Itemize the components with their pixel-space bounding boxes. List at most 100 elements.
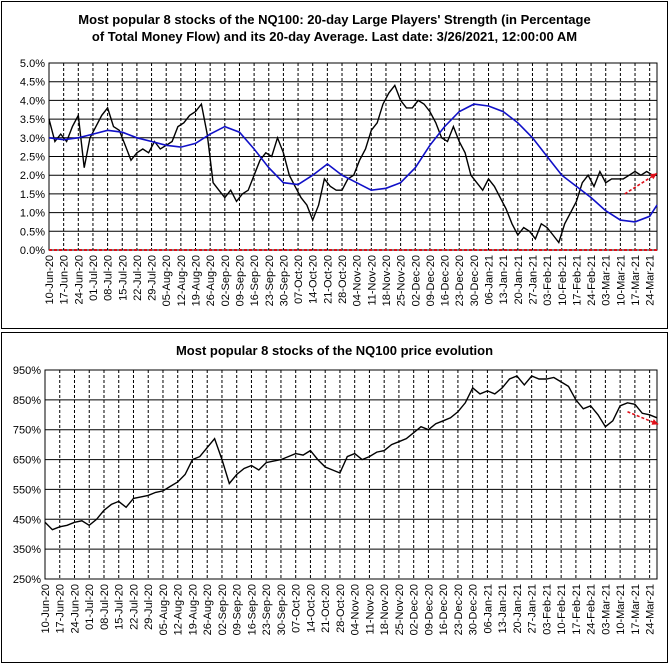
x-tick-label: 13-Jan-21: [498, 255, 510, 305]
x-tick-label: 27-Jan-21: [527, 584, 539, 634]
x-tick-label: 17-Mar-21: [630, 255, 642, 306]
x-tick-label: 17-Jun-20: [59, 255, 71, 305]
x-tick-label: 24-Feb-21: [586, 584, 598, 635]
x-tick-label: 06-Jan-21: [482, 584, 494, 634]
x-tick-label: 02-Sep-20: [220, 255, 232, 306]
x-tick-label: 10-Jun-20: [40, 584, 52, 634]
x-tick-label: 21-Oct-20: [322, 255, 334, 304]
x-tick-label: 23-Sep-20: [264, 255, 276, 306]
x-tick-label: 08-Jul-20: [103, 255, 115, 301]
series-line-0: [48, 84, 657, 244]
y-tick-label: 5.0%: [20, 58, 45, 70]
series-line-1: [48, 103, 658, 223]
trend-arrow-line: [624, 172, 658, 195]
x-tick-label: 07-Oct-20: [291, 584, 303, 633]
y-tick-label: 650%: [13, 455, 41, 467]
x-tick-label: 29-Jul-20: [143, 584, 155, 630]
x-tick-label: 12-Aug-20: [176, 255, 188, 306]
x-tick-label: 16-Sep-20: [249, 255, 261, 306]
x-tick-label: 30-Sep-20: [276, 584, 288, 635]
plot-frame: [48, 62, 658, 251]
y-tick-label: 4.5%: [20, 77, 45, 89]
y-tick-label: 2.0%: [20, 170, 45, 182]
x-tick-label: 30-Sep-20: [278, 255, 290, 306]
x-tick-label: 09-Sep-20: [234, 255, 246, 306]
x-tick-label: 02-Dec-20: [410, 255, 422, 306]
x-tick-label: 16-Dec-20: [440, 255, 452, 306]
x-tick-label: 06-Jan-21: [484, 255, 496, 305]
x-tick-label: 04-Nov-20: [350, 584, 362, 635]
x-tick-label: 12-Aug-20: [173, 584, 185, 635]
x-tick-label: 24-Feb-21: [586, 255, 598, 306]
x-tick-label: 10-Feb-21: [557, 255, 569, 306]
x-tick-label: 09-Sep-20: [232, 584, 244, 635]
x-tick-label: 02-Sep-20: [217, 584, 229, 635]
x-tick-label: 16-Dec-20: [438, 584, 450, 635]
x-tick-label: 13-Jan-21: [497, 584, 509, 634]
x-tick-label: 16-Sep-20: [246, 584, 258, 635]
x-tick-label: 10-Feb-21: [556, 584, 568, 635]
x-tick-label: 28-Oct-20: [335, 584, 347, 633]
x-tick-label: 24-Mar-21: [645, 255, 657, 306]
chart-title-price: Most popular 8 stocks of the NQ100 price…: [175, 343, 494, 358]
chart-panel-strength: Most popular 8 stocks of the NQ100: 20-d…: [1, 1, 668, 329]
x-tick-label: 20-Jan-21: [512, 584, 524, 634]
x-tick-label: 17-Mar-21: [630, 584, 642, 635]
y-tick-label: 3.0%: [20, 133, 45, 145]
x-tick-label: 17-Jun-20: [55, 584, 67, 634]
x-tick-label: 24-Jun-20: [73, 255, 85, 305]
x-tick-label: 17-Feb-21: [571, 255, 583, 306]
x-tick-label: 26-Aug-20: [205, 255, 217, 306]
x-tick-label: 24-Jun-20: [69, 584, 81, 634]
x-tick-label: 23-Dec-20: [454, 255, 466, 306]
x-tick-label: 11-Nov-20: [364, 584, 376, 635]
y-tick-label: 1.0%: [20, 208, 45, 220]
x-tick-label: 28-Oct-20: [337, 255, 349, 304]
x-tick-label: 03-Feb-21: [541, 584, 553, 635]
y-tick-label: 0.5%: [20, 226, 45, 238]
strength-chart-svg: 0.0% 0.5% 1.0% 1.5% 2.0% 2.5% 3.0% 3.5% 4.0% 4.5%…: [20, 58, 658, 306]
x-tick-label: 30-Dec-20: [469, 255, 481, 306]
x-tick-label: 10-Mar-21: [615, 584, 627, 635]
x-tick-label: 24-Mar-21: [645, 584, 657, 635]
x-tick-label: 14-Oct-20: [305, 584, 317, 633]
x-tick-label: 21-Oct-20: [320, 584, 332, 633]
x-tick-label: 25-Nov-20: [396, 255, 408, 306]
x-tick-label: 09-Dec-20: [423, 584, 435, 635]
x-tick-label: 26-Aug-20: [202, 584, 214, 635]
x-tick-label: 20-Jan-21: [513, 255, 525, 305]
x-tick-label: 03-Feb-21: [542, 255, 554, 306]
x-tick-label: 03-Mar-21: [600, 584, 612, 635]
series-line-0: [44, 375, 658, 531]
y-tick-label: 2.5%: [20, 152, 45, 164]
x-tick-label: 23-Sep-20: [261, 584, 273, 635]
price-chart-svg: 250% 350% 450% 550% 650% 750% 850% 950% 10-Jun-2…: [13, 365, 659, 635]
x-tick-label: 19-Aug-20: [187, 584, 199, 635]
x-tick-label: 14-Oct-20: [308, 255, 320, 304]
x-tick-label: 25-Nov-20: [394, 584, 406, 635]
x-tick-label: 05-Aug-20: [161, 255, 173, 306]
y-tick-label: 1.5%: [20, 189, 45, 201]
x-tick-label: 19-Aug-20: [191, 255, 203, 306]
x-tick-label: 23-Dec-20: [453, 584, 465, 635]
x-tick-label: 22-Jul-20: [128, 584, 140, 630]
y-tick-label: 750%: [13, 425, 41, 437]
y-tick-label: 550%: [13, 484, 41, 496]
trend-arrow-head: [651, 419, 659, 425]
x-tick-label: 17-Feb-21: [571, 584, 583, 635]
x-tick-label: 10-Jun-20: [44, 255, 56, 305]
x-tick-label: 09-Dec-20: [425, 255, 437, 306]
chart-panel-price: Most popular 8 stocks of the NQ100 price…: [1, 332, 668, 663]
x-tick-label: 30-Dec-20: [468, 584, 480, 635]
chart-title-line1: Most popular 8 stocks of the NQ100: 20-d…: [78, 12, 591, 27]
x-tick-label: 05-Aug-20: [158, 584, 170, 635]
x-tick-label: 10-Mar-21: [615, 255, 627, 306]
x-tick-label: 15-Jul-20: [117, 255, 129, 301]
x-tick-label: 01-Jul-20: [84, 584, 96, 630]
y-tick-label: 950%: [13, 365, 41, 377]
x-tick-label: 22-Jul-20: [132, 255, 144, 301]
y-tick-label: 4.0%: [20, 95, 45, 107]
x-tick-label: 15-Jul-20: [114, 584, 126, 630]
x-tick-label: 03-Mar-21: [601, 255, 613, 306]
trend-arrow-head: [650, 173, 657, 180]
